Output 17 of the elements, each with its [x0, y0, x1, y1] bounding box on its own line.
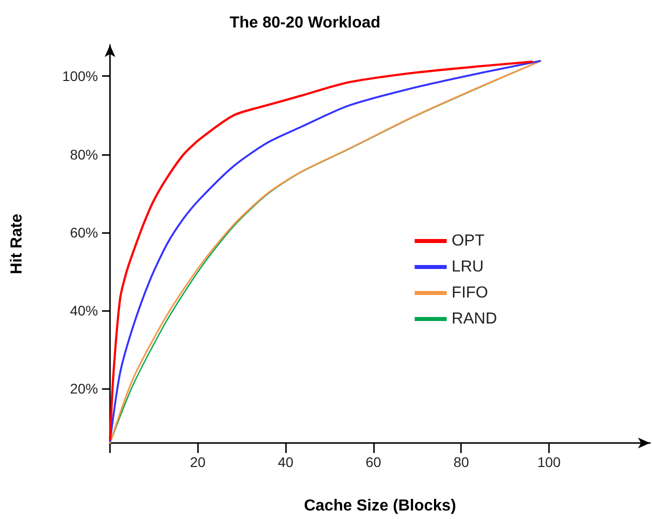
x-tick-label: 60: [366, 454, 382, 470]
y-tick-label: 60%: [70, 224, 98, 240]
y-tick-label: 80%: [70, 146, 98, 162]
chart-title: The 80-20 Workload: [230, 14, 380, 32]
legend-label: RAND: [452, 310, 498, 328]
y-axis-title: Hit Rate: [8, 214, 26, 274]
y-tick-label: 20%: [70, 380, 98, 396]
legend-label: OPT: [452, 232, 485, 250]
x-tick-label: 100: [537, 454, 561, 470]
x-tick-label: 20: [190, 454, 206, 470]
legend-label: LRU: [452, 258, 484, 276]
x-axis-title: Cache Size (Blocks): [304, 498, 456, 514]
y-tick-label: 100%: [62, 68, 98, 84]
x-tick-label: 80: [453, 454, 470, 470]
y-tick-label: 40%: [70, 302, 98, 318]
legend-label: FIFO: [452, 284, 488, 302]
x-tick-label: 40: [278, 454, 294, 470]
